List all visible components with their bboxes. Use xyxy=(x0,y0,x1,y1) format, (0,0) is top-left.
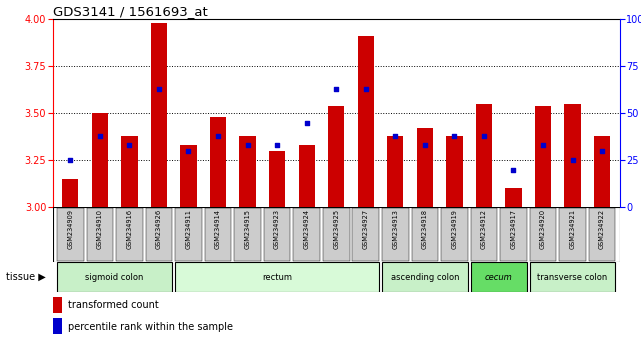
Point xyxy=(449,133,460,139)
Point xyxy=(361,86,371,92)
Bar xyxy=(353,208,379,261)
Text: GSM234912: GSM234912 xyxy=(481,209,487,249)
Bar xyxy=(529,208,556,261)
Bar xyxy=(234,208,261,261)
Bar xyxy=(529,262,615,292)
Point xyxy=(124,142,135,148)
Text: transverse colon: transverse colon xyxy=(537,273,608,281)
Bar xyxy=(387,136,403,207)
Bar xyxy=(204,208,231,261)
Bar xyxy=(146,208,172,261)
Text: tissue ▶: tissue ▶ xyxy=(6,272,46,282)
Point xyxy=(65,157,76,163)
Text: GSM234914: GSM234914 xyxy=(215,209,221,249)
Bar xyxy=(382,208,408,261)
Text: GSM234923: GSM234923 xyxy=(274,209,280,249)
Bar xyxy=(269,151,285,207)
Text: GSM234926: GSM234926 xyxy=(156,209,162,249)
Bar xyxy=(505,188,522,207)
Bar xyxy=(417,128,433,207)
Point xyxy=(183,148,194,154)
Point xyxy=(538,142,548,148)
Bar xyxy=(121,136,138,207)
Point xyxy=(272,142,282,148)
Point xyxy=(301,120,312,126)
Bar xyxy=(294,208,320,261)
Bar xyxy=(53,297,62,313)
Text: sigmoid colon: sigmoid colon xyxy=(85,273,144,281)
Bar xyxy=(116,208,143,261)
Bar xyxy=(62,179,78,207)
Point xyxy=(508,167,519,172)
Text: GSM234910: GSM234910 xyxy=(97,209,103,249)
Text: ascending colon: ascending colon xyxy=(390,273,459,281)
Text: GSM234927: GSM234927 xyxy=(363,209,369,249)
Text: GSM234921: GSM234921 xyxy=(570,209,576,249)
Point xyxy=(242,142,253,148)
Text: percentile rank within the sample: percentile rank within the sample xyxy=(68,321,233,332)
Text: GSM234918: GSM234918 xyxy=(422,209,428,249)
Bar xyxy=(358,36,374,207)
Bar xyxy=(328,106,344,207)
Bar xyxy=(500,208,527,261)
Bar xyxy=(594,136,610,207)
Bar xyxy=(323,208,349,261)
Bar xyxy=(175,262,379,292)
Text: transformed count: transformed count xyxy=(68,300,159,310)
Text: GSM234922: GSM234922 xyxy=(599,209,605,249)
Bar xyxy=(57,262,172,292)
Point xyxy=(331,86,341,92)
Text: GSM234924: GSM234924 xyxy=(304,209,310,249)
Point xyxy=(390,133,401,139)
Bar xyxy=(299,145,315,207)
Bar xyxy=(470,208,497,261)
Text: cecum: cecum xyxy=(485,273,513,281)
Text: GSM234909: GSM234909 xyxy=(67,209,73,249)
Text: GSM234919: GSM234919 xyxy=(451,209,458,249)
Bar xyxy=(264,208,290,261)
Bar xyxy=(53,318,62,335)
Bar xyxy=(382,262,468,292)
Bar xyxy=(57,208,83,261)
Bar xyxy=(589,208,615,261)
Text: GSM234925: GSM234925 xyxy=(333,209,339,249)
Bar xyxy=(92,113,108,207)
Text: GSM234916: GSM234916 xyxy=(126,209,133,249)
Bar xyxy=(87,208,113,261)
Point xyxy=(95,133,105,139)
Text: GSM234911: GSM234911 xyxy=(185,209,192,249)
Point xyxy=(597,148,607,154)
Bar xyxy=(470,262,527,292)
Bar xyxy=(180,145,197,207)
Bar xyxy=(240,136,256,207)
Text: GSM234920: GSM234920 xyxy=(540,209,546,249)
Text: GDS3141 / 1561693_at: GDS3141 / 1561693_at xyxy=(53,5,207,18)
Bar xyxy=(535,106,551,207)
Point xyxy=(567,157,578,163)
Text: rectum: rectum xyxy=(262,273,292,281)
Bar xyxy=(446,136,463,207)
Point xyxy=(213,133,223,139)
Bar xyxy=(441,208,468,261)
Bar xyxy=(476,104,492,207)
Point xyxy=(154,86,164,92)
Bar xyxy=(565,104,581,207)
Text: GSM234917: GSM234917 xyxy=(510,209,517,249)
Bar xyxy=(175,208,202,261)
Text: GSM234915: GSM234915 xyxy=(245,209,251,249)
Text: GSM234913: GSM234913 xyxy=(392,209,398,249)
Bar xyxy=(560,208,586,261)
Point xyxy=(479,133,489,139)
Bar xyxy=(210,117,226,207)
Bar xyxy=(412,208,438,261)
Point xyxy=(420,142,430,148)
Bar xyxy=(151,23,167,207)
